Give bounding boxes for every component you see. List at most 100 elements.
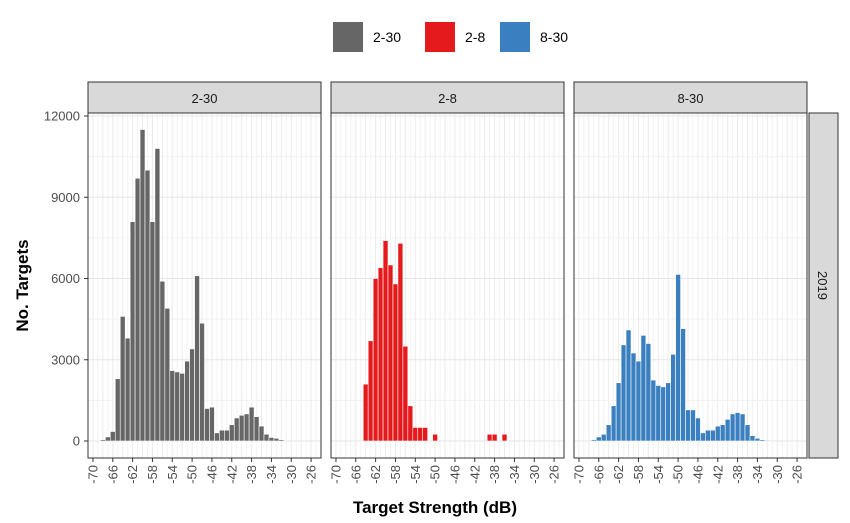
x-tick-label: -38: [730, 465, 745, 484]
histogram-bar: [179, 372, 185, 442]
x-tick-label: -34: [264, 465, 279, 484]
histogram-bar: [268, 437, 275, 442]
histogram-bar: [640, 335, 647, 442]
panel-border: [87, 112, 322, 459]
histogram-bar: [392, 283, 399, 442]
x-tick-label: -46: [690, 465, 705, 484]
row-strip-label: 2019: [815, 271, 830, 300]
histogram-bar: [422, 427, 428, 442]
x-tick-label: -30: [770, 465, 785, 484]
histogram-bar: [169, 370, 176, 442]
histogram-bar: [100, 439, 106, 442]
legend: 2-30 2-8 8-30: [333, 22, 568, 52]
legend-label: 2-30: [373, 29, 401, 45]
legend-key-2-8: [425, 22, 455, 52]
histogram-bar: [382, 240, 389, 442]
x-tick-label: -54: [408, 465, 423, 484]
legend-key-2-30: [333, 22, 363, 52]
histogram-bar: [660, 386, 667, 442]
x-tick-label: -54: [651, 465, 666, 484]
x-tick-label: -58: [631, 465, 646, 484]
histogram-bar: [184, 360, 190, 442]
histogram-bar: [749, 435, 756, 442]
histogram-bar: [655, 385, 662, 442]
histogram-bar: [367, 340, 374, 442]
facet-strip: [87, 81, 322, 114]
x-tick-label: -50: [428, 465, 443, 484]
histogram-bar: [263, 433, 270, 442]
histogram-bar: [124, 337, 131, 442]
y-axis-title: No. Targets: [13, 239, 32, 331]
histogram-bar: [734, 412, 741, 442]
x-tick-label: -66: [591, 465, 606, 484]
histogram-bar: [486, 433, 493, 442]
x-tick-label: -70: [85, 465, 100, 484]
x-tick-label: -42: [467, 465, 482, 484]
histogram-bar: [610, 405, 617, 442]
histogram-bar: [670, 354, 676, 442]
histogram-bar: [432, 433, 438, 442]
x-tick-label: -30: [527, 465, 542, 484]
facet-strip-label: 8-30: [677, 91, 703, 106]
row-strip: 2019: [808, 112, 839, 459]
histogram-bar: [491, 433, 498, 442]
histogram-bar: [144, 169, 151, 442]
histogram-bar: [114, 378, 121, 442]
y-axis: 0 3000 6000 9000 12000: [44, 109, 88, 449]
histogram-bar: [690, 409, 696, 442]
x-tick-label: -50: [185, 465, 200, 484]
y-tick-label: 3000: [51, 352, 80, 367]
legend-key-8-30: [500, 22, 530, 52]
x-tick-label: -58: [145, 465, 160, 484]
x-tick-label: -66: [105, 465, 120, 484]
histogram-bar: [759, 439, 766, 442]
histogram-bar: [273, 437, 280, 442]
histogram-bar: [739, 413, 746, 442]
histogram-bar: [387, 264, 394, 442]
histogram-bar: [219, 429, 225, 442]
histogram-bar: [243, 413, 250, 442]
histogram-bar: [248, 406, 255, 442]
histogram-bar: [129, 221, 136, 442]
histogram-bar: [714, 425, 721, 442]
x-tick-label: -30: [284, 465, 299, 484]
histogram-bar: [685, 409, 691, 442]
x-tick-label: -58: [388, 465, 403, 484]
x-tick-label: -46: [447, 465, 462, 484]
histogram-bar: [119, 316, 126, 442]
histogram-bar: [630, 352, 637, 442]
histogram-bar: [635, 360, 642, 442]
x-tick-label: -26: [790, 465, 805, 484]
facet-strip-label: 2-8: [438, 91, 457, 106]
x-tick-label: -42: [710, 465, 725, 484]
histogram-bar: [744, 424, 751, 442]
x-tick-label: -38: [487, 465, 502, 484]
y-tick-label: 6000: [51, 271, 80, 286]
histogram-bar: [134, 177, 141, 442]
x-tick-label: -70: [571, 465, 586, 484]
histogram-bar: [764, 439, 771, 442]
histogram-bar: [754, 437, 761, 442]
histogram-bar: [194, 275, 200, 442]
histogram-bar: [600, 433, 607, 442]
histogram-bar: [139, 129, 146, 442]
x-tick-label: -46: [204, 465, 219, 484]
histogram-bar: [625, 329, 632, 442]
histogram-bar: [204, 408, 210, 442]
histogram-bar: [615, 382, 622, 442]
x-tick-label: -54: [165, 465, 180, 484]
x-tick-label: -50: [671, 465, 686, 484]
histogram-bar: [412, 427, 419, 442]
histogram-bar: [238, 414, 245, 442]
histogram-bar: [729, 413, 736, 442]
histogram-bar: [724, 419, 731, 442]
histogram-bar: [110, 431, 116, 442]
histogram-bar: [397, 242, 404, 442]
x-tick-label: -66: [348, 465, 363, 484]
histogram-bar: [695, 417, 701, 442]
histogram-bar: [228, 424, 235, 442]
histogram-bar: [253, 416, 260, 442]
histogram-bar: [645, 343, 652, 442]
x-tick-label: -34: [507, 465, 522, 484]
